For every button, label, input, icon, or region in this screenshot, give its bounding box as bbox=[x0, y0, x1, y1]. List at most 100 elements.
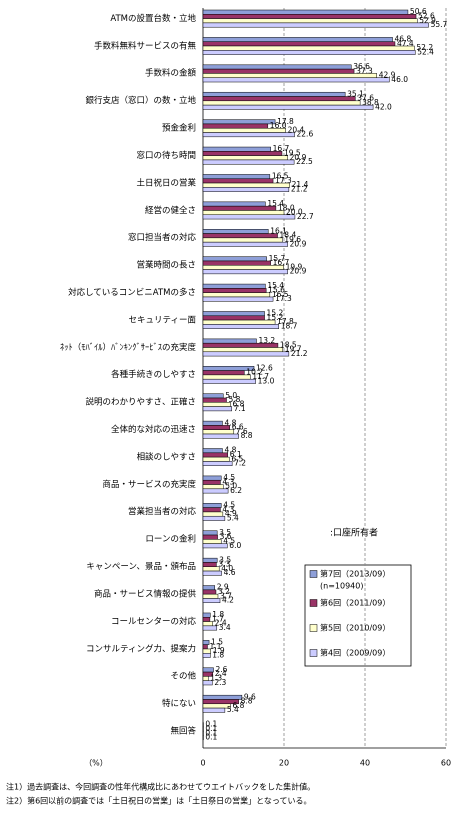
value-label: 8.8 bbox=[241, 431, 253, 440]
category-label: ローンの金利 bbox=[145, 534, 196, 545]
bar bbox=[202, 214, 296, 220]
bar bbox=[202, 127, 286, 133]
value-label: 17.3 bbox=[275, 176, 292, 185]
bar bbox=[202, 159, 295, 165]
x-tick-label: 0 bbox=[200, 759, 205, 768]
bar bbox=[202, 18, 418, 24]
value-label: 0.1 bbox=[205, 720, 217, 729]
category-label: 窓口の待ち時間 bbox=[136, 150, 196, 161]
legend-label: 第5回（2010/09） bbox=[320, 623, 390, 633]
legend-swatch bbox=[309, 624, 318, 632]
bar bbox=[202, 155, 288, 161]
value-label: 4.0 bbox=[221, 564, 233, 573]
bar bbox=[202, 288, 267, 293]
value-label: 5.0 bbox=[225, 482, 237, 491]
value-label: 52.6 bbox=[418, 11, 435, 20]
bar bbox=[202, 351, 290, 357]
bar bbox=[202, 448, 223, 454]
bar bbox=[202, 182, 290, 188]
value-label: 0.1 bbox=[205, 724, 217, 733]
value-label: 1.7 bbox=[212, 614, 224, 623]
bar bbox=[202, 132, 295, 138]
value-label: 4.8 bbox=[224, 446, 236, 455]
bar bbox=[202, 178, 274, 184]
value-label: 16.7 bbox=[273, 144, 290, 153]
bar bbox=[202, 585, 215, 591]
bar bbox=[202, 653, 211, 658]
value-label: 38.8 bbox=[362, 98, 379, 107]
bar bbox=[202, 475, 222, 481]
value-label: 6.8 bbox=[233, 701, 245, 710]
value-label: 4.3 bbox=[222, 505, 234, 514]
value-label: 16.0 bbox=[270, 121, 287, 130]
legend-note: (n=10940) bbox=[320, 582, 363, 591]
category-label: 手数料の金額 bbox=[145, 68, 197, 79]
value-label: 17.3 bbox=[275, 294, 292, 303]
value-label: 21.2 bbox=[291, 349, 308, 358]
category-label: 対応しているコンビニATMの多さ bbox=[68, 287, 196, 298]
value-label: 18.5 bbox=[280, 340, 297, 349]
legend-swatch bbox=[309, 649, 318, 657]
bar bbox=[202, 9, 409, 15]
bar bbox=[202, 612, 211, 618]
bar bbox=[202, 41, 396, 47]
bar bbox=[202, 237, 283, 243]
footnote: 注1）過去調査は、今回調査の性年代構成比にあわせてウエイトバックをした集計値。 bbox=[6, 782, 315, 792]
value-label: 35.1 bbox=[347, 89, 364, 98]
value-label: 17.8 bbox=[277, 317, 294, 326]
bar bbox=[202, 201, 266, 207]
value-label: 19.6 bbox=[284, 235, 301, 244]
value-label: 1.8 bbox=[212, 650, 224, 659]
bar bbox=[202, 269, 288, 275]
value-label: 6.1 bbox=[230, 450, 242, 459]
bar bbox=[202, 210, 285, 216]
value-label: 10.2 bbox=[246, 368, 263, 377]
bar bbox=[202, 479, 221, 485]
value-label: 6.8 bbox=[233, 399, 245, 408]
value-label: 22.7 bbox=[297, 212, 314, 221]
value-label: 3.5 bbox=[219, 555, 231, 564]
bar bbox=[202, 648, 211, 654]
bar bbox=[202, 598, 221, 604]
bar bbox=[202, 119, 276, 125]
value-label: 3.6 bbox=[220, 532, 232, 541]
value-label: 20.0 bbox=[286, 208, 303, 217]
bar bbox=[202, 625, 218, 631]
bar bbox=[202, 241, 288, 247]
bar bbox=[202, 256, 267, 262]
category-label: 営業時間の長さ bbox=[136, 260, 196, 271]
value-label: 9.6 bbox=[244, 692, 256, 701]
value-label: 7.2 bbox=[234, 459, 246, 468]
respondent-note: :口座所有者 bbox=[330, 527, 378, 539]
bar bbox=[202, 589, 217, 595]
value-label: 19.9 bbox=[286, 262, 303, 271]
category-label: 窓口担当者の対応 bbox=[128, 232, 197, 243]
value-label: 20.4 bbox=[288, 125, 305, 134]
category-label: ATMの設置台数・立地 bbox=[110, 13, 196, 24]
bar bbox=[202, 100, 361, 106]
legend-label: 第4回（2009/09） bbox=[320, 648, 390, 658]
bar bbox=[202, 503, 222, 508]
value-label: 16.5 bbox=[272, 290, 289, 299]
bar bbox=[202, 229, 269, 234]
value-label: 8.8 bbox=[241, 697, 253, 706]
value-label: 4.2 bbox=[222, 596, 234, 605]
value-label: 2.3 bbox=[214, 678, 226, 687]
value-label: 5.4 bbox=[227, 513, 239, 522]
bar bbox=[202, 123, 269, 129]
bar bbox=[202, 402, 231, 407]
bar bbox=[202, 283, 266, 289]
category-label: キャンペーン、景品・頒布品 bbox=[86, 561, 196, 572]
legend-swatch bbox=[309, 599, 318, 607]
bar bbox=[202, 342, 279, 348]
bar bbox=[202, 260, 271, 266]
value-label: 46.8 bbox=[395, 35, 412, 44]
value-label: 21.4 bbox=[292, 180, 309, 189]
bar bbox=[202, 507, 221, 513]
value-label: 15.2 bbox=[267, 313, 284, 322]
bar bbox=[202, 187, 290, 192]
category-label: 特にない bbox=[162, 698, 196, 709]
value-label: 3.3 bbox=[218, 560, 230, 569]
bar bbox=[202, 151, 283, 156]
value-label: 37.3 bbox=[356, 66, 373, 75]
